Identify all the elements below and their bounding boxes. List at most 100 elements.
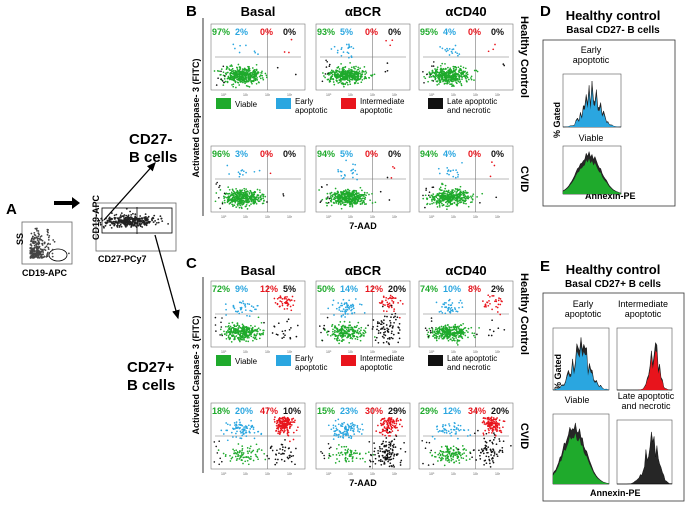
event-dot: [449, 308, 452, 310]
event-dot: [236, 203, 239, 206]
event-dot: [444, 194, 447, 197]
event-dot: [443, 327, 445, 329]
event-dot: [238, 325, 241, 327]
event-dot: [449, 311, 452, 314]
event-dot: [283, 425, 285, 428]
event-dot: [362, 199, 365, 202]
panel-letter-d: D: [540, 3, 551, 20]
event-dot: [382, 341, 385, 344]
event-dot: [251, 80, 254, 83]
plot1-ylabel: SS: [15, 233, 25, 245]
event-dot: [350, 455, 352, 457]
density-dot: [46, 252, 49, 255]
event-dot: [221, 334, 223, 337]
event-dot: [344, 313, 347, 315]
event-dot: [348, 46, 351, 48]
event-dot: [326, 184, 328, 186]
event-dot: [219, 207, 221, 210]
event-dot: [330, 48, 333, 50]
event-dot: [373, 73, 376, 76]
event-dot: [323, 324, 326, 327]
event-dot: [438, 206, 441, 208]
event-dot: [499, 313, 502, 316]
event-dot: [336, 49, 339, 52]
event-dot: [446, 172, 449, 175]
event-dot: [229, 332, 232, 335]
event-dot: [452, 339, 455, 341]
event-dot: [442, 199, 445, 202]
event-dot: [232, 83, 235, 86]
event-dot: [293, 299, 296, 302]
density-dot: [128, 220, 131, 223]
event-dot: [331, 304, 334, 306]
event-dot: [345, 198, 348, 200]
event-dot: [363, 71, 365, 73]
event-dot: [239, 72, 242, 75]
event-dot: [277, 426, 280, 429]
event-dot: [252, 306, 255, 308]
event-dot: [458, 306, 460, 309]
event-dot: [352, 456, 354, 458]
tick-label: 10¹: [451, 215, 457, 219]
event-dot: [443, 194, 446, 197]
event-dot: [228, 338, 231, 341]
density-dot: [134, 215, 137, 218]
plot-frame: [418, 280, 514, 348]
event-dot: [465, 79, 468, 82]
event-dot: [446, 194, 449, 197]
event-dot: [361, 457, 364, 460]
event-dot: [429, 329, 432, 332]
event-dot: [354, 73, 357, 75]
event-dot: [243, 74, 246, 77]
density-dot: [34, 237, 36, 240]
event-dot: [284, 439, 286, 441]
event-dot: [273, 297, 276, 300]
event-dot: [239, 81, 242, 83]
plot-frame: [210, 402, 306, 470]
event-dot: [450, 78, 453, 81]
event-dot: [271, 449, 274, 452]
event-dot: [447, 77, 449, 79]
event-dot: [249, 77, 252, 80]
density-dot: [99, 221, 102, 224]
event-dot: [239, 427, 241, 429]
event-dot: [458, 328, 460, 330]
dot-plot: [315, 145, 411, 213]
condition-header: αCD40: [445, 263, 486, 278]
event-dot: [393, 167, 396, 169]
event-dot: [225, 422, 228, 424]
event-dot: [355, 80, 358, 83]
event-dot: [434, 73, 437, 76]
density-dot: [135, 217, 138, 220]
event-dot: [458, 332, 461, 335]
event-dot: [446, 205, 449, 208]
event-dot: [444, 63, 446, 65]
event-dot: [361, 79, 364, 81]
event-dot: [250, 199, 252, 201]
event-dot: [438, 329, 441, 331]
event-dot: [452, 331, 454, 334]
event-dot: [435, 194, 438, 197]
event-dot: [281, 426, 283, 429]
event-dot: [385, 324, 388, 326]
event-dot: [432, 65, 435, 67]
event-dot: [230, 341, 233, 343]
event-dot: [236, 311, 239, 313]
density-dot: [130, 214, 133, 216]
event-dot: [278, 424, 280, 427]
event-dot: [446, 192, 448, 195]
event-dot: [344, 199, 347, 201]
event-dot: [453, 201, 456, 204]
event-dot: [446, 198, 449, 201]
event-dot: [234, 47, 236, 50]
density-dot: [38, 233, 40, 236]
event-dot: [238, 336, 240, 339]
event-dot: [280, 301, 283, 303]
quadrant-percent: 0%: [260, 27, 273, 37]
event-dot: [258, 333, 261, 336]
event-dot: [334, 193, 337, 196]
event-dot: [329, 193, 332, 195]
event-dot: [255, 82, 258, 85]
event-dot: [355, 335, 358, 338]
event-dot: [391, 39, 394, 42]
